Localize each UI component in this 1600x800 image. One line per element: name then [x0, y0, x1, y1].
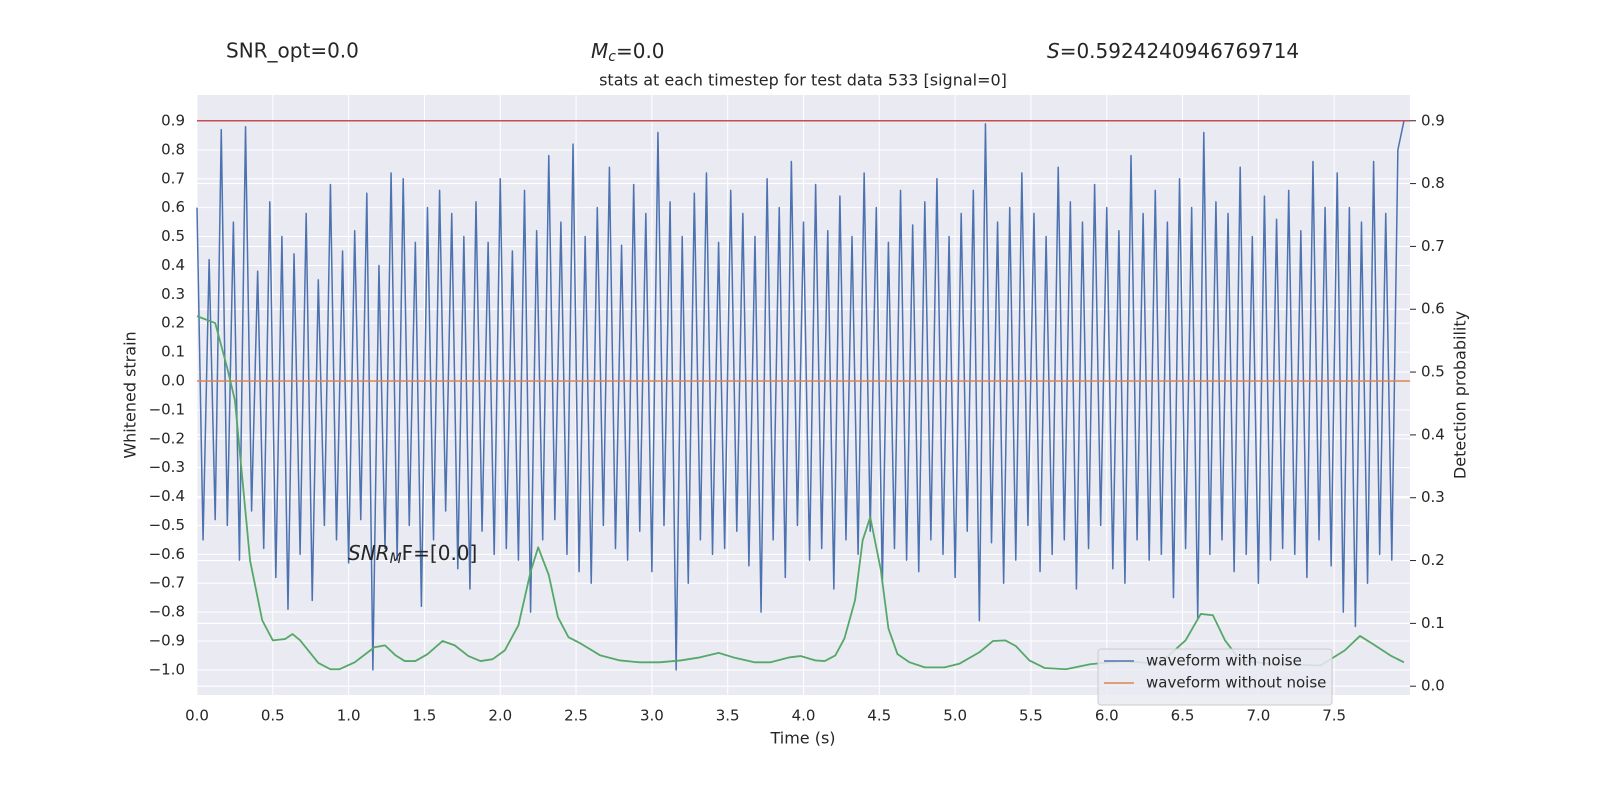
x-tick-label: 3.0: [640, 707, 664, 725]
x-tick-label: 3.5: [716, 707, 740, 725]
y2-tick-label: 0.5: [1421, 363, 1445, 381]
y-tick-label: 0.4: [161, 256, 185, 274]
y-tick-label: −0.5: [149, 516, 185, 534]
y2-tick-label: 0.2: [1421, 551, 1445, 569]
legend-label: waveform with noise: [1146, 652, 1302, 670]
y-tick-label: −0.3: [149, 458, 185, 476]
y-tick-label: 0.1: [161, 343, 185, 361]
y2-tick-label: 0.9: [1421, 111, 1445, 129]
x-tick-label: 7.5: [1322, 707, 1346, 725]
y-tick-label: −0.2: [149, 429, 185, 447]
y2-tick-label: 0.4: [1421, 425, 1445, 443]
y-tick-label: 0.5: [161, 227, 185, 245]
x-tick-label: 4.0: [792, 707, 816, 725]
annotation: SNRMF=[0.0]: [348, 541, 477, 568]
x-tick-label: 1.0: [337, 707, 361, 725]
x-tick-label: 1.5: [413, 707, 437, 725]
x-tick-label: 6.0: [1095, 707, 1119, 725]
x-tick-label: 5.0: [943, 707, 967, 725]
y2-tick-label: 0.8: [1421, 174, 1445, 192]
x-tick-label: 5.5: [1019, 707, 1043, 725]
y2-tick-label: 0.1: [1421, 614, 1445, 632]
legend-label: waveform without noise: [1146, 674, 1326, 692]
y-axis-label: Whitened strain: [121, 331, 140, 458]
y-tick-label: 0.2: [161, 314, 185, 332]
x-tick-label: 2.0: [488, 707, 512, 725]
annotation: Mc=0.0: [591, 39, 665, 66]
y-tick-label: 0.6: [161, 198, 185, 216]
x-tick-label: 7.0: [1246, 707, 1270, 725]
y2-tick-label: 0.3: [1421, 488, 1445, 506]
series-line: [196, 120, 1405, 671]
x-tick-label: 6.5: [1171, 707, 1195, 725]
y-tick-label: 0.0: [161, 371, 185, 389]
y-tick-label: −0.4: [149, 487, 185, 505]
y-tick-label: −0.7: [149, 574, 185, 592]
x-axis-label: Time (s): [769, 729, 835, 748]
y2-tick-label: 0.7: [1421, 237, 1445, 255]
x-tick-label: 4.5: [867, 707, 891, 725]
y-tick-label: −0.1: [149, 400, 185, 418]
y-tick-label: −1.0: [149, 660, 185, 678]
x-tick-label: 0.0: [185, 707, 209, 725]
y2-tick-label: 0.0: [1421, 677, 1445, 695]
y2-tick-label: 0.6: [1421, 300, 1445, 318]
y-tick-label: −0.6: [149, 545, 185, 563]
y-tick-label: 0.3: [161, 285, 185, 303]
annotation: S=0.5924240946769714: [1047, 39, 1299, 63]
x-tick-label: 2.5: [564, 707, 588, 725]
y2-axis-label: Detection probability: [1451, 311, 1470, 479]
annotation: SNR_opt=0.0: [226, 39, 359, 63]
x-tick-label: 0.5: [261, 707, 285, 725]
y-tick-label: 0.7: [161, 169, 185, 187]
chart-title: stats at each timestep for test data 533…: [599, 71, 1007, 90]
y-tick-label: −0.9: [149, 631, 185, 649]
y-tick-label: 0.8: [161, 140, 185, 158]
y-tick-label: −0.8: [149, 603, 185, 621]
y-tick-label: 0.9: [161, 111, 185, 129]
legend-box: [1097, 648, 1333, 706]
